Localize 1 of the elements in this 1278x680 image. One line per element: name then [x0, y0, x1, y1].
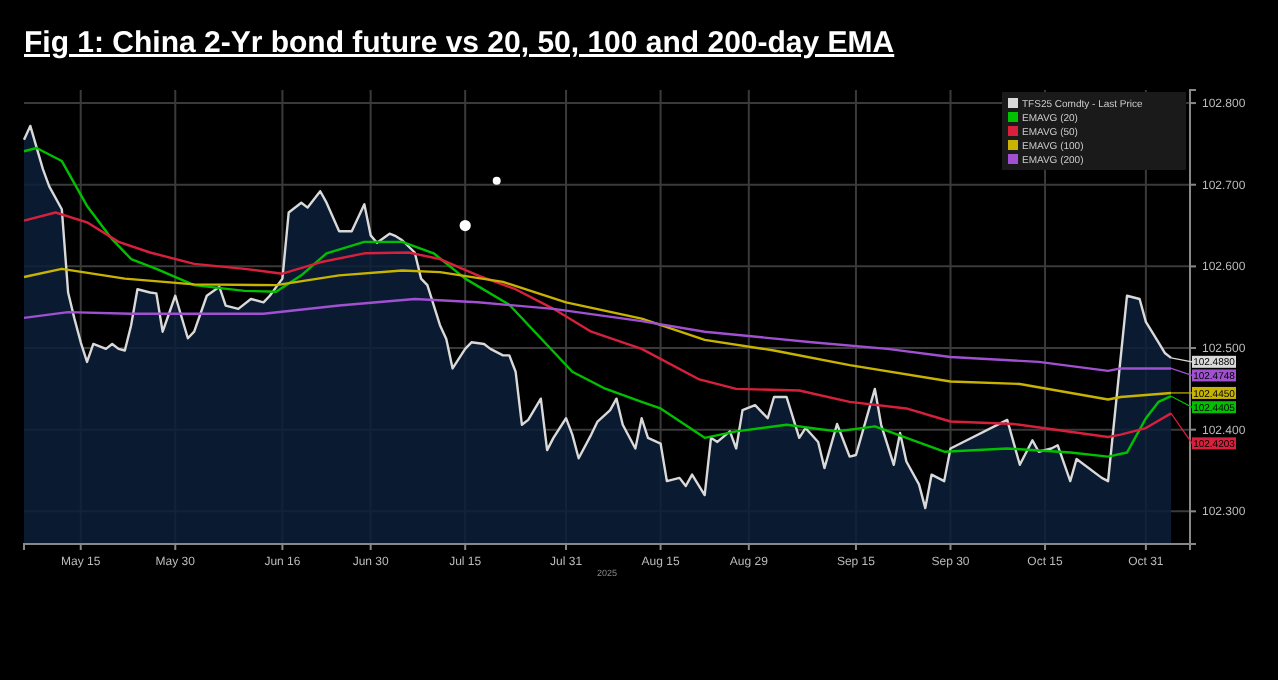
- chart-title: Fig 1: China 2-Yr bond future vs 20, 50, 100 and 200-day EMA: [24, 26, 895, 60]
